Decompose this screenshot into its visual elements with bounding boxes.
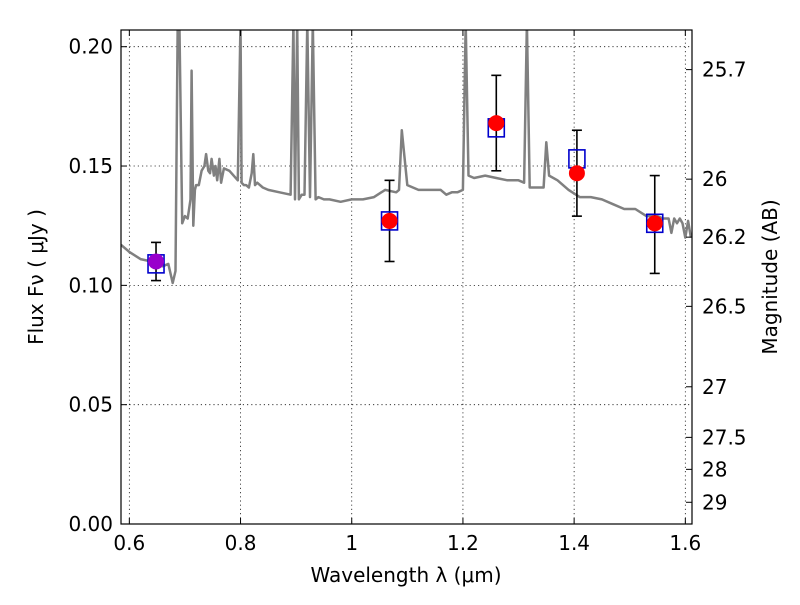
x-tick-label: 1 (345, 531, 358, 555)
y2-tick-label: 27 (702, 375, 727, 399)
observed-photometry-marker (148, 253, 165, 270)
y-axis-label: Flux Fν ( μJy ) (24, 209, 48, 345)
y-tick-label: 0.20 (68, 35, 113, 59)
y2-tick-label: 26 (702, 167, 727, 191)
y2-tick-label: 26.2 (702, 225, 747, 249)
x-axis-label: Wavelength λ (μm) (310, 563, 501, 587)
y2-axis-label: Magnitude (AB) (758, 199, 782, 354)
y2-tick-label: 25.7 (702, 58, 747, 82)
axis-ticks: 0.6 0.8 1 1.2 1.4 1.6 0.00 0.05 0.10 0.15 0.20 25.7… (68, 30, 747, 555)
y2-tick-label: 27.5 (702, 425, 747, 449)
y-tick-label: 0.10 (68, 273, 113, 297)
plot-data (121, 30, 692, 285)
grid-lines (121, 30, 692, 524)
observed-photometry-marker (646, 215, 663, 232)
spectrum-line (121, 30, 692, 285)
observed-photometry-marker (488, 115, 505, 132)
y-tick-label: 0.15 (68, 154, 113, 178)
y-tick-label: 0.05 (68, 393, 113, 417)
y2-tick-label: 26.5 (702, 294, 747, 318)
x-tick-label: 1.2 (447, 531, 479, 555)
plot-background (121, 30, 692, 524)
plot-frame (120, 29, 693, 525)
y-tick-label: 0.00 (68, 512, 113, 536)
observed-photometry-marker (568, 165, 585, 182)
x-tick-label: 0.6 (113, 531, 145, 555)
x-tick-label: 1.4 (558, 531, 590, 555)
observed-photometry-marker (381, 212, 398, 229)
x-tick-label: 0.8 (225, 531, 257, 555)
y2-tick-label: 29 (702, 490, 727, 514)
y2-tick-label: 28 (702, 457, 727, 481)
x-tick-label: 1.6 (669, 531, 701, 555)
